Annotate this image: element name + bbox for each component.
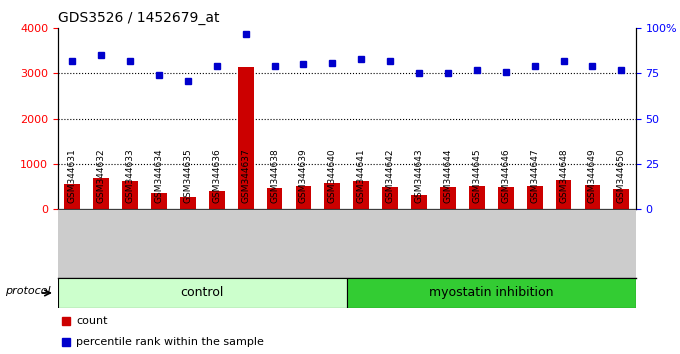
Bar (382, 187, 398, 209)
Text: percentile rank within the sample: percentile rank within the sample (76, 337, 264, 348)
Text: count: count (76, 316, 108, 326)
FancyBboxPatch shape (58, 278, 347, 308)
Bar (238, 67, 254, 209)
Text: myostatin inhibition: myostatin inhibition (429, 286, 554, 299)
Bar (267, 188, 282, 209)
Bar (296, 186, 311, 209)
Bar (93, 178, 109, 209)
Bar (556, 179, 571, 209)
Bar (65, 184, 80, 209)
Text: GDS3526 / 1452679_at: GDS3526 / 1452679_at (58, 11, 219, 24)
Bar (151, 193, 167, 209)
Bar (585, 185, 600, 209)
Bar (498, 187, 513, 209)
Bar (324, 183, 340, 209)
Text: control: control (181, 286, 224, 299)
Bar (411, 195, 427, 209)
Bar (527, 186, 543, 209)
FancyBboxPatch shape (347, 278, 636, 308)
Bar (440, 187, 456, 209)
Bar (209, 191, 224, 209)
Bar (469, 186, 485, 209)
Bar (613, 189, 629, 209)
Bar (354, 181, 369, 209)
Bar (180, 197, 196, 209)
Text: protocol: protocol (5, 286, 50, 296)
Bar (122, 181, 138, 209)
